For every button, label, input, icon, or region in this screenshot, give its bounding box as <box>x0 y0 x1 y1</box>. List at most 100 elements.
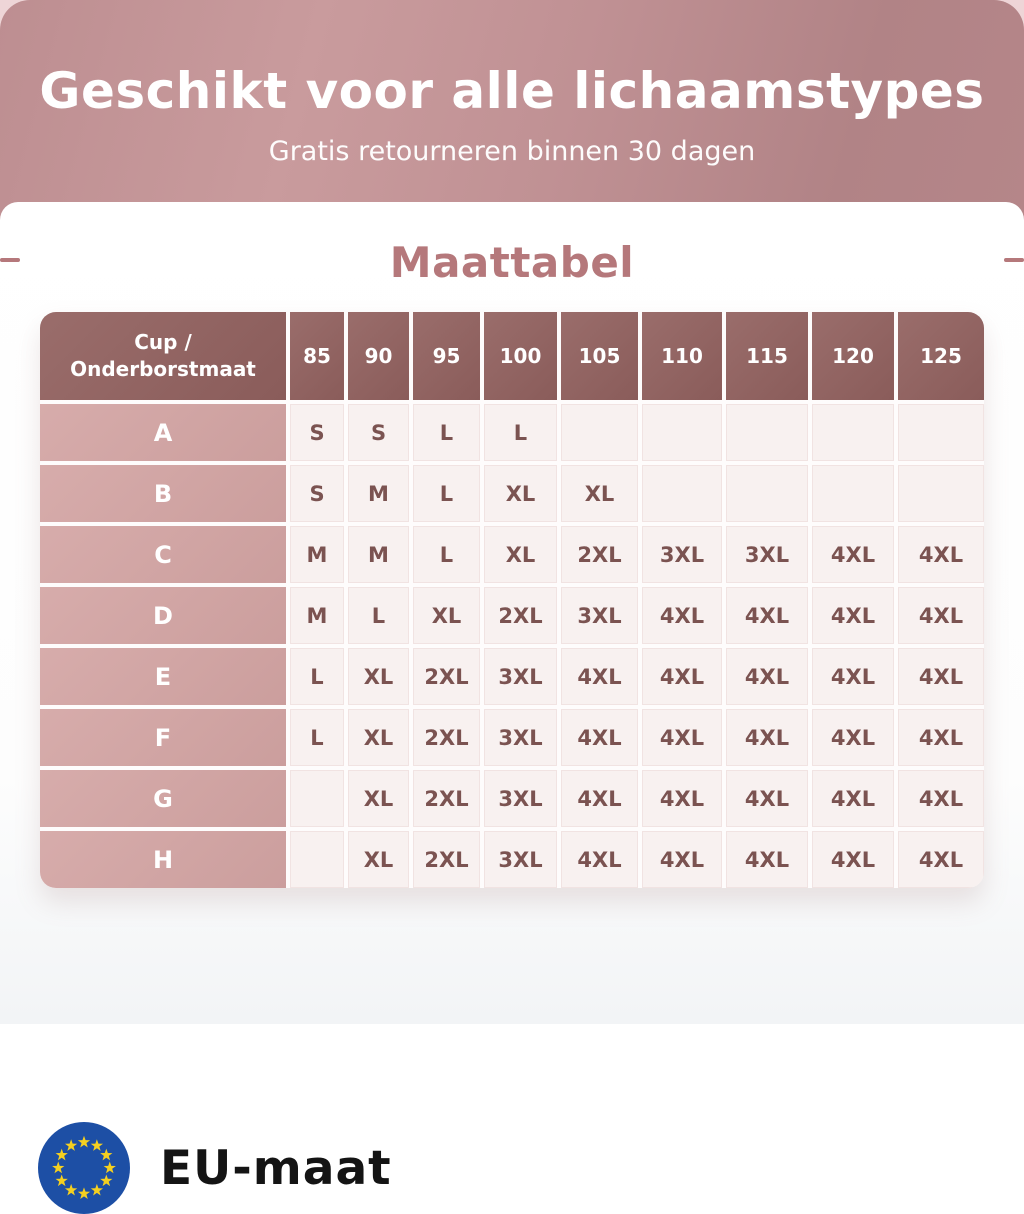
right-accent-dash <box>1004 258 1024 262</box>
size-cell: 2XL <box>413 709 480 766</box>
size-table: Cup / Onderborstmaat 85 90 95 100 105 110 115 120… <box>40 312 984 888</box>
size-cell: 4XL <box>642 709 722 766</box>
size-cell: 4XL <box>561 648 638 705</box>
left-accent-dash <box>0 258 20 262</box>
banner-title: Geschikt voor alle lichaamstypes <box>39 62 985 120</box>
table-corner-header: Cup / Onderborstmaat <box>40 312 286 400</box>
size-cell: 4XL <box>898 831 984 888</box>
size-cell <box>561 404 638 461</box>
size-cell: XL <box>484 465 557 522</box>
size-cell: 3XL <box>561 587 638 644</box>
size-cell: 2XL <box>484 587 557 644</box>
size-cell <box>812 404 894 461</box>
size-cell: 4XL <box>812 709 894 766</box>
size-cell: 4XL <box>642 831 722 888</box>
size-cell <box>898 465 984 522</box>
size-cell: L <box>413 526 480 583</box>
row-label: D <box>40 587 286 644</box>
size-cell: 4XL <box>898 526 984 583</box>
size-cell <box>726 465 808 522</box>
size-cell: 4XL <box>726 648 808 705</box>
size-cell: XL <box>413 587 480 644</box>
size-cell: M <box>348 526 409 583</box>
column-header: 105 <box>561 312 638 400</box>
size-cell: M <box>348 465 409 522</box>
footer: EU-maat <box>38 1122 392 1214</box>
size-cell: 4XL <box>561 709 638 766</box>
size-cell: 4XL <box>812 587 894 644</box>
row-label: B <box>40 465 286 522</box>
column-header: 120 <box>812 312 894 400</box>
column-header: 85 <box>290 312 344 400</box>
section-title: Maattabel <box>389 238 635 287</box>
size-cell: 4XL <box>898 648 984 705</box>
size-cell: XL <box>348 831 409 888</box>
size-cell <box>726 404 808 461</box>
size-cell: 2XL <box>413 770 480 827</box>
row-label: F <box>40 709 286 766</box>
size-cell: L <box>413 465 480 522</box>
size-cell: 3XL <box>642 526 722 583</box>
size-cell: L <box>484 404 557 461</box>
table-corner-header-line: Onderborstmaat <box>70 357 256 381</box>
size-cell: 4XL <box>812 648 894 705</box>
size-cell: XL <box>348 648 409 705</box>
size-cell: XL <box>348 770 409 827</box>
size-cell: M <box>290 526 344 583</box>
size-cell: 4XL <box>642 648 722 705</box>
size-cell: M <box>290 587 344 644</box>
size-cell: L <box>290 648 344 705</box>
column-header: 95 <box>413 312 480 400</box>
size-table-wrapper: Cup / Onderborstmaat 85 90 95 100 105 110 115 120… <box>40 312 984 888</box>
banner: Geschikt voor alle lichaamstypes Gratis … <box>0 0 1024 222</box>
size-cell <box>642 465 722 522</box>
size-cell: 3XL <box>484 709 557 766</box>
banner-subtitle: Gratis retourneren binnen 30 dagen <box>268 136 756 167</box>
size-cell: 4XL <box>561 831 638 888</box>
size-cell: 4XL <box>812 831 894 888</box>
size-cell: 4XL <box>561 770 638 827</box>
row-label: C <box>40 526 286 583</box>
size-cell: L <box>413 404 480 461</box>
size-cell: 3XL <box>484 770 557 827</box>
size-cell: 4XL <box>642 770 722 827</box>
size-cell: 4XL <box>642 587 722 644</box>
size-cell: XL <box>348 709 409 766</box>
size-cell: XL <box>561 465 638 522</box>
size-cell <box>812 465 894 522</box>
size-cell: 4XL <box>726 831 808 888</box>
size-cell: L <box>348 587 409 644</box>
column-header: 125 <box>898 312 984 400</box>
column-header: 115 <box>726 312 808 400</box>
size-cell: 3XL <box>484 648 557 705</box>
row-label: A <box>40 404 286 461</box>
size-cell: 4XL <box>726 587 808 644</box>
row-label: G <box>40 770 286 827</box>
size-cell: 4XL <box>898 770 984 827</box>
column-header: 100 <box>484 312 557 400</box>
size-cell: 3XL <box>484 831 557 888</box>
size-cell: 4XL <box>898 709 984 766</box>
size-cell: 3XL <box>726 526 808 583</box>
size-cell <box>290 770 344 827</box>
size-cell: S <box>290 465 344 522</box>
column-header: 90 <box>348 312 409 400</box>
size-cell: 4XL <box>812 770 894 827</box>
size-cell <box>642 404 722 461</box>
size-cell: 2XL <box>413 648 480 705</box>
size-cell: L <box>290 709 344 766</box>
size-cell <box>898 404 984 461</box>
size-cell: 4XL <box>898 587 984 644</box>
row-label: H <box>40 831 286 888</box>
size-cell: XL <box>484 526 557 583</box>
eu-flag-icon <box>38 1122 130 1214</box>
size-cell: 4XL <box>726 709 808 766</box>
column-header: 110 <box>642 312 722 400</box>
table-corner-header-line: Cup / <box>134 330 192 354</box>
size-cell: S <box>290 404 344 461</box>
footer-label: EU-maat <box>160 1140 392 1196</box>
size-cell: 4XL <box>726 770 808 827</box>
content-card: Maattabel Cup / Onderborstmaat 85 90 95 100 10… <box>0 202 1024 1214</box>
size-cell: 4XL <box>812 526 894 583</box>
